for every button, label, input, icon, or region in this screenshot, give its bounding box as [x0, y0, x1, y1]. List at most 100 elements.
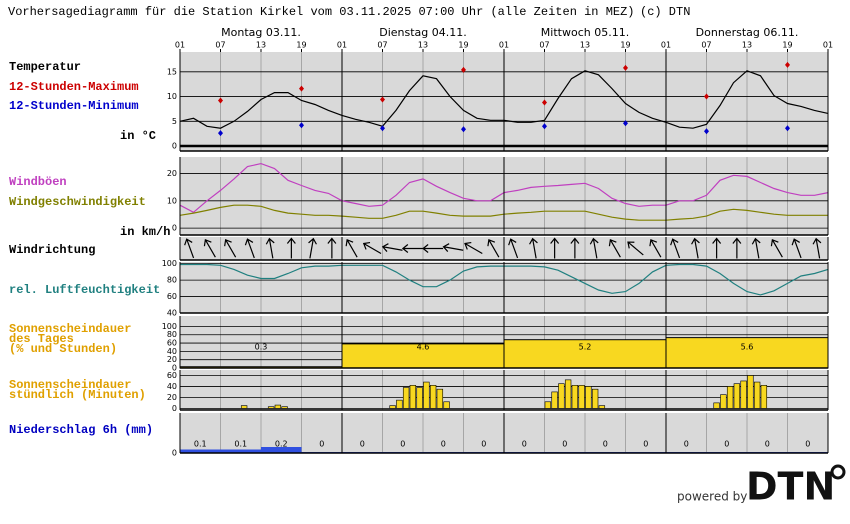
hour-label: 01 — [499, 41, 509, 50]
hour-label: 07 — [539, 41, 549, 50]
y-tick-label: 5 — [172, 117, 177, 126]
unit-label: in km/h — [120, 225, 170, 239]
y-tick-label: 0 — [172, 364, 177, 373]
y-tick-label: 20 — [167, 355, 177, 364]
bar — [267, 406, 275, 409]
series-label: Temperatur — [9, 60, 81, 74]
arrow-shape — [345, 239, 358, 258]
bar — [760, 385, 768, 409]
wind-arrow — [381, 243, 403, 252]
y-tick-label: 20 — [167, 393, 177, 402]
hour-label: 19 — [782, 41, 792, 50]
panel-title: (% und Stunden) — [9, 342, 117, 356]
unit-label: in °C — [120, 129, 156, 143]
y-tick-label: 15 — [167, 67, 177, 76]
bar-label: 0.1 — [194, 440, 207, 449]
y-tick-label: 40 — [167, 309, 177, 318]
wind-arrow — [589, 237, 599, 259]
y-tick-label: 80 — [167, 330, 177, 339]
arrow-shape — [362, 241, 382, 255]
copyright: (c) DTN — [640, 5, 690, 19]
bar — [733, 383, 741, 409]
bar — [598, 405, 606, 409]
marker — [704, 128, 709, 135]
y-tick-label: 40 — [167, 382, 177, 391]
hour-label: 01 — [175, 41, 185, 50]
arrow-shape — [812, 237, 822, 259]
y-tick-label: 40 — [167, 347, 177, 356]
bar-label: 0.2 — [275, 440, 288, 449]
arrow-shape — [732, 237, 742, 259]
wind-arrow — [508, 238, 519, 259]
hour-label: 07 — [377, 41, 387, 50]
bar-label: 0 — [481, 440, 486, 449]
arrow-shape — [791, 238, 802, 259]
arrow-shape — [184, 238, 195, 259]
day-label: Montag 03.11. — [221, 26, 301, 39]
bar-label: 0 — [400, 440, 405, 449]
bar — [220, 449, 261, 453]
arrow-shape — [203, 239, 216, 258]
bar-label: 0 — [724, 440, 729, 449]
series-label: rel. Luftfeuchtigkeit — [9, 283, 160, 297]
hour-label: 19 — [296, 41, 306, 50]
y-tick-label: 100 — [162, 322, 177, 331]
hour-label: 01 — [823, 41, 833, 50]
arrow-shape — [286, 237, 296, 259]
arrow-shape — [712, 237, 722, 259]
bar-label: 4.6 — [417, 343, 430, 352]
arrow-shape — [327, 237, 337, 259]
marker — [380, 125, 385, 132]
day-label: Mittwoch 05.11. — [541, 26, 629, 39]
bar — [720, 394, 727, 409]
wind-arrow — [422, 244, 444, 253]
bar — [274, 404, 282, 409]
y-tick-label: 0 — [172, 449, 177, 458]
day-label: Donnerstag 06.11. — [696, 26, 799, 39]
bar — [558, 383, 565, 409]
bar — [436, 388, 444, 409]
marker — [704, 93, 709, 100]
marker — [542, 123, 547, 130]
bar — [341, 343, 505, 369]
bar-label: 0 — [360, 440, 365, 449]
y-tick-label: 20 — [167, 169, 177, 178]
arrow-shape — [308, 237, 317, 259]
arrow-shape — [224, 239, 237, 258]
wind-arrow — [224, 239, 237, 258]
bar — [753, 381, 761, 409]
panel-label: Windrichtung — [9, 243, 95, 257]
bar — [578, 385, 585, 409]
bar-label: 0 — [805, 440, 810, 449]
series-label: Windgeschwindigkeit — [9, 195, 146, 209]
marker — [785, 61, 790, 68]
bar — [402, 387, 410, 409]
arrow-shape — [550, 237, 560, 259]
bar-label: 0 — [603, 440, 608, 449]
bar-label: 0 — [319, 440, 324, 449]
y-tick-label: 100 — [162, 259, 177, 268]
bar-label: 0 — [643, 440, 648, 449]
bar — [564, 379, 572, 409]
bar — [281, 406, 288, 409]
wind-arrow — [732, 237, 742, 259]
marker — [461, 66, 466, 73]
panel-title: Sonnenscheindauer — [9, 322, 131, 336]
bar-label: 0 — [684, 440, 689, 449]
arrow-shape — [570, 237, 580, 259]
wind-arrow — [286, 237, 296, 259]
y-tick-label: 60 — [167, 292, 177, 301]
bar — [544, 401, 552, 409]
bar — [443, 401, 450, 409]
arrow-shape — [691, 237, 700, 259]
y-tick-label: 60 — [167, 371, 177, 380]
hour-label: 07 — [215, 41, 225, 50]
hour-label: 13 — [256, 41, 266, 50]
panel-title: stündlich (Minuten) — [9, 388, 146, 402]
bar-label: 0 — [522, 440, 527, 449]
bar-label: 5.6 — [741, 343, 754, 352]
bar — [747, 375, 754, 409]
arrow-shape — [770, 239, 783, 258]
marker — [542, 99, 547, 106]
